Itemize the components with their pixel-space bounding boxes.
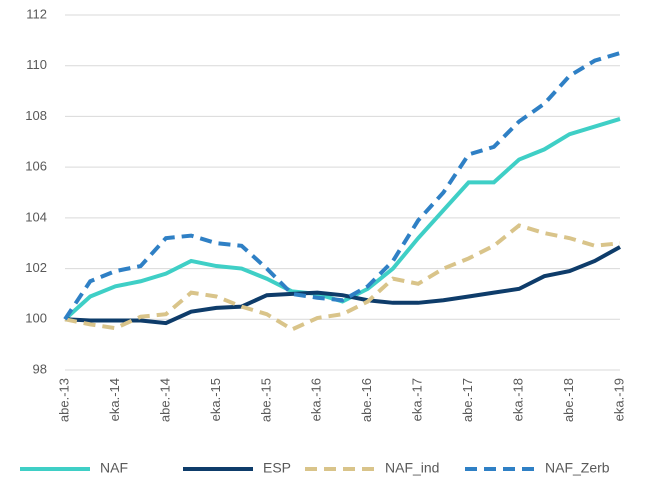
- legend-label: NAF_ind: [385, 460, 439, 476]
- series-line: [63, 117, 621, 321]
- series-line: [63, 51, 621, 321]
- x-tick-label: eka.-15: [208, 378, 223, 421]
- legend-label: ESP: [263, 460, 291, 476]
- y-tick-label: 104: [25, 209, 47, 224]
- x-tick-label: abe.-15: [258, 378, 273, 422]
- series-line: [64, 245, 621, 326]
- x-tick-label: eka.-17: [410, 378, 425, 421]
- y-tick-label: 100: [25, 311, 47, 326]
- x-tick-label: eka.-14: [107, 378, 122, 421]
- x-tick-label: abe.-17: [460, 378, 475, 422]
- x-tick-label: abe.-14: [157, 378, 172, 422]
- x-tick-label: eka.-19: [611, 378, 626, 421]
- legend-label: NAF_Zerb: [545, 460, 610, 476]
- y-tick-label: 112: [26, 6, 47, 21]
- y-tick-label: 108: [25, 108, 47, 123]
- legend-label: NAF: [100, 460, 128, 476]
- x-tick-label: eka.-16: [309, 378, 324, 421]
- y-tick-label: 98: [33, 361, 47, 376]
- y-tick-label: 110: [26, 57, 47, 72]
- x-tick-label: abe.-18: [561, 378, 576, 422]
- y-tick-label: 102: [25, 260, 47, 275]
- series-line: [64, 223, 621, 332]
- x-tick-label: abe.-16: [359, 378, 374, 422]
- y-tick-label: 106: [25, 159, 47, 174]
- x-tick-label: abe.-13: [56, 378, 71, 422]
- x-tick-label: eka.-18: [511, 378, 526, 421]
